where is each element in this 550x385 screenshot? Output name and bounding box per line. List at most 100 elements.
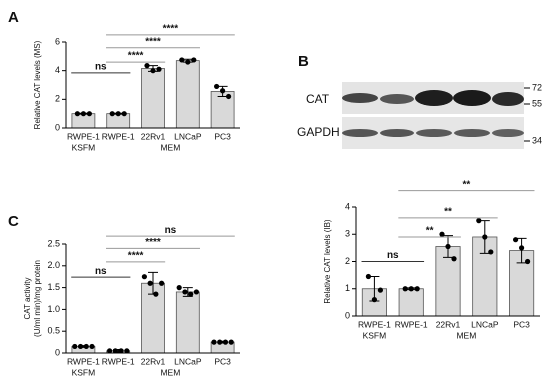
y-tick-label: 1.0 [47,304,60,314]
x-tick-label: PC3 [214,356,231,366]
y-axis-label: Relative CAT levels (IB) [323,219,332,304]
x-tick-label: RWPE-1 [395,319,428,329]
y-tick-label: 2.5 [47,238,60,248]
data-point [141,274,147,280]
significance-label: **** [163,23,179,34]
y-tick-label: 4 [55,65,60,75]
significance-label: **** [128,251,144,262]
panel-letter: C [8,213,19,230]
data-point [150,68,156,74]
data-point [445,243,451,250]
group-label: MEM [160,142,180,152]
group-label: KSFM [72,142,96,152]
y-tick-label: 2.0 [47,260,60,270]
data-point [414,286,420,292]
data-point [144,63,150,69]
data-point [106,348,113,354]
data-point [72,343,78,350]
data-point [159,280,165,286]
error-bar [516,237,527,264]
data-point [222,339,229,345]
x-tick-label: 22Rv1 [141,356,166,366]
data-point [488,249,494,255]
group-label: KSFM [363,330,387,340]
x-tick-label: RWPE-1 [358,319,391,329]
x-tick-label: PC3 [214,131,231,141]
blot-row-label: CAT [306,92,330,106]
y-axis-label: Relative CAT levels (MS) [33,40,42,129]
blot-image [342,82,530,149]
data-point [519,245,525,251]
y-tick-label: 1.5 [47,282,60,292]
significance-label: ** [463,179,471,190]
significance-label: **** [145,36,161,47]
y-tick-label: 3 [345,229,350,239]
data-point [476,218,482,224]
data-point [439,231,445,237]
data-point [74,111,80,117]
data-point [226,93,232,100]
y-tick-label: 1 [345,283,350,293]
data-point [115,111,121,117]
data-point [365,273,371,280]
data-point [121,111,127,117]
significance-label: ns [387,250,399,261]
x-tick-label: RWPE-1 [67,131,100,141]
group-label: MEM [160,367,180,377]
y-axis-label: (U/ml min)/mg protein [33,260,42,337]
data-point [188,291,194,297]
x-tick-label: 22Rv1 [141,131,166,141]
data-point [124,348,130,354]
significance-label: ns [165,225,177,236]
data-point [83,343,89,350]
data-point [112,348,118,354]
significance-label: ns [95,266,107,277]
panel-letter: A [8,9,19,26]
panel-letter: B [298,53,309,70]
bar [398,288,424,317]
significance-label: **** [145,237,161,248]
x-tick-label: RWPE-1 [102,131,135,141]
significance-label: **** [128,51,144,62]
x-tick-label: LNCaP [174,356,202,366]
data-point [153,291,159,297]
bar [175,60,200,129]
bar [175,291,200,354]
y-tick-label: 0 [345,310,350,320]
data-point [86,111,92,117]
data-point [217,339,223,345]
data-point [402,286,408,292]
x-tick-label: LNCaP [471,319,499,329]
y-tick-label: 4 [345,201,350,211]
data-point [482,234,488,240]
y-tick-label: 2 [55,94,60,104]
data-point [80,111,86,117]
data-point [77,343,84,350]
data-point [513,237,519,243]
marker-label: 34 [532,135,542,145]
data-point [185,59,191,65]
bar [141,68,165,129]
y-tick-label: 6 [55,36,60,46]
data-point [211,339,217,345]
data-point [182,289,188,295]
data-point [156,66,162,72]
data-point [176,285,182,291]
data-point [191,57,197,63]
data-point [147,280,153,286]
data-point [228,339,234,345]
blot-row-label: GAPDH [297,125,340,139]
x-tick-label: PC3 [513,319,530,329]
data-point [89,343,95,350]
data-point [220,88,226,94]
group-label: KSFM [72,367,96,377]
x-tick-label: LNCaP [174,131,202,141]
significance-label: ns [95,61,107,72]
group-label: MEM [456,330,476,340]
x-tick-label: 22Rv1 [436,319,461,329]
y-tick-label: 0 [55,122,60,132]
significance-label: ** [426,226,434,237]
x-tick-label: RWPE-1 [102,356,135,366]
data-point [377,287,383,293]
